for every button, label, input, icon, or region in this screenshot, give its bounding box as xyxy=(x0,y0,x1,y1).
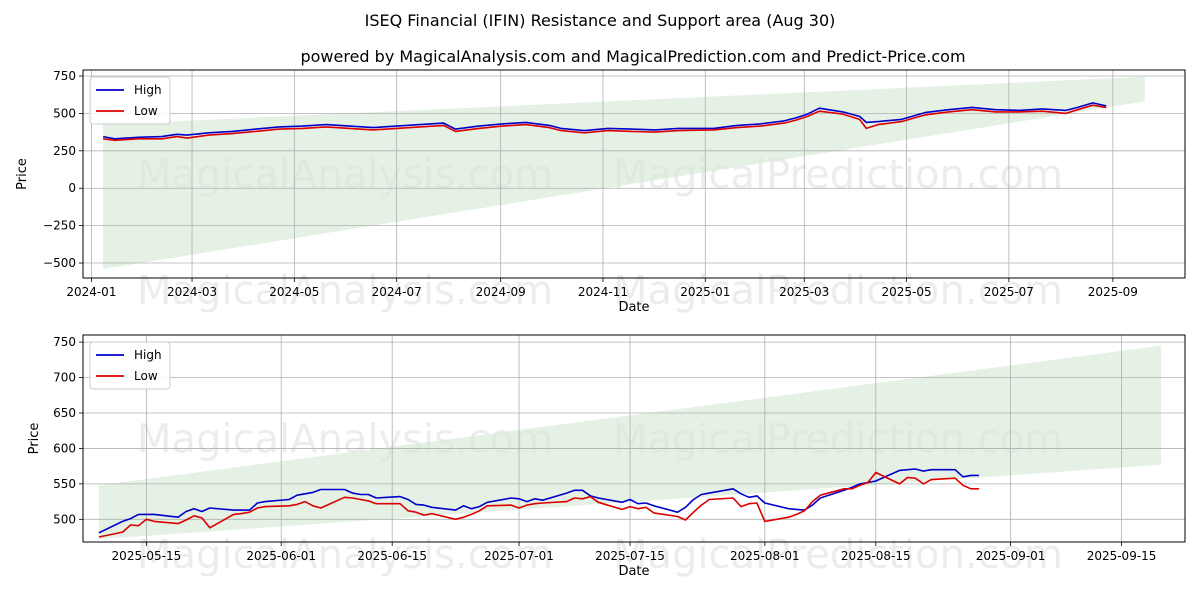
x-tick-label: 2025-09-15 xyxy=(1087,549,1157,563)
x-tick-label: 2025-07 xyxy=(984,285,1034,299)
y-tick-label: 650 xyxy=(53,406,76,420)
legend-label-high: High xyxy=(134,348,162,362)
y-tick-label: 550 xyxy=(53,477,76,491)
series-line-low xyxy=(102,104,1107,142)
y-tick-label: 250 xyxy=(53,144,76,158)
x-tick-label: 2024-07 xyxy=(372,285,422,299)
watermark-text: MagicalAnalysis.com xyxy=(137,532,553,578)
watermark-text: MagicalPrediction.com xyxy=(613,532,1063,578)
y-tick-label: 750 xyxy=(53,335,76,349)
x-tick-label: 2024-01 xyxy=(66,285,116,299)
x-tick-label: 2025-06-01 xyxy=(246,549,316,563)
y-tick-label: −500 xyxy=(43,256,76,270)
x-tick-label: 2025-05-15 xyxy=(112,549,182,563)
legend-label-low: Low xyxy=(134,369,158,383)
x-tick-label: 2025-07-15 xyxy=(595,549,665,563)
x-tick-label: 2024-09 xyxy=(476,285,526,299)
support-resistance-band xyxy=(103,76,1145,270)
y-tick-label: −250 xyxy=(43,219,76,233)
x-tick-label: 2025-01 xyxy=(680,285,730,299)
x-axis-label: Date xyxy=(618,300,649,315)
x-tick-label: 2025-03 xyxy=(779,285,829,299)
x-tick-label: 2025-09-01 xyxy=(976,549,1046,563)
x-tick-label: 2025-06-15 xyxy=(357,549,427,563)
y-axis-label: Price xyxy=(27,423,42,455)
plot-frame xyxy=(82,334,1186,543)
x-tick-label: 2025-07-01 xyxy=(484,549,554,563)
legend-box xyxy=(89,341,171,390)
upper-chart-panel: MagicalAnalysis.comMagicalAnalysis.comMa… xyxy=(15,69,1186,315)
chart-title: ISEQ Financial (IFIN) Resistance and Sup… xyxy=(365,11,836,30)
x-tick-label: 2025-08-01 xyxy=(730,549,800,563)
legend-label-low: Low xyxy=(134,104,158,118)
y-axis-label: Price xyxy=(15,158,30,190)
series-line-high xyxy=(102,102,1107,140)
y-tick-label: 500 xyxy=(53,512,76,526)
y-tick-label: 750 xyxy=(53,69,76,83)
plot-frame xyxy=(82,69,1186,279)
x-tick-label: 2024-03 xyxy=(167,285,217,299)
series-line-high xyxy=(98,468,979,534)
x-axis-label: Date xyxy=(618,564,649,579)
y-tick-label: 700 xyxy=(53,371,76,385)
x-tick-label: 2025-05 xyxy=(881,285,931,299)
x-tick-label: 2025-09 xyxy=(1088,285,1138,299)
chart-subtitle: powered by MagicalAnalysis.com and Magic… xyxy=(300,47,965,66)
legend-label-high: High xyxy=(134,83,162,97)
series-line-low xyxy=(98,471,979,538)
y-tick-label: 600 xyxy=(53,441,76,455)
y-tick-label: 0 xyxy=(68,181,76,195)
watermark-text: MagicalPrediction.com xyxy=(613,268,1063,314)
legend-box xyxy=(89,76,171,125)
x-tick-label: 2024-05 xyxy=(269,285,319,299)
x-tick-label: 2025-08-15 xyxy=(841,549,911,563)
x-tick-label: 2024-11 xyxy=(578,285,628,299)
y-tick-label: 500 xyxy=(53,106,76,120)
watermark-text: MagicalAnalysis.com xyxy=(137,268,553,314)
